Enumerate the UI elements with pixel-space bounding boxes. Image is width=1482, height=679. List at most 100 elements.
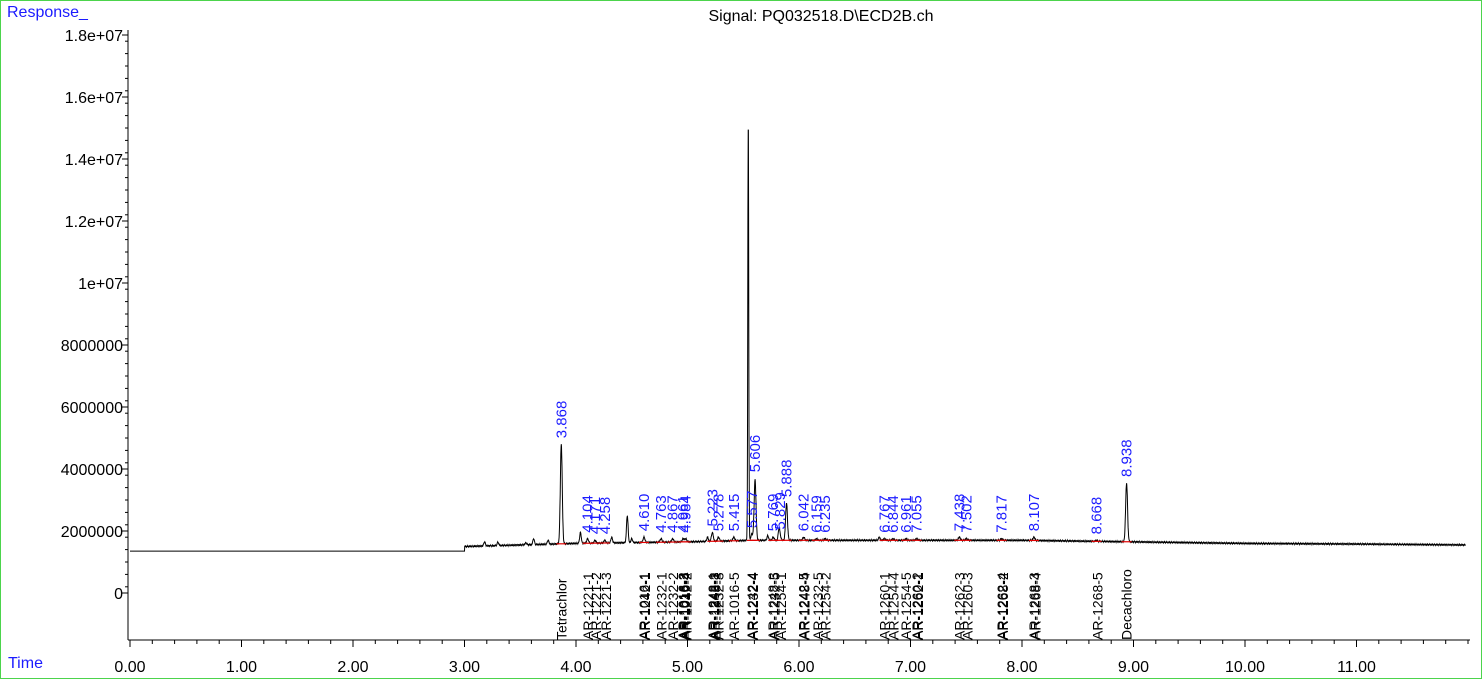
peak-retention-time-label: 6.961 [898,495,915,533]
compound-name-label: AR-1242-4 [744,572,760,640]
compound-name-label: AR-1232-3 [711,572,727,640]
compound-name-label: AR-1242-2 [678,572,694,640]
peak-retention-time-label: 4.867 [665,495,682,533]
compound-name-label: AR-1262-1 [910,572,926,640]
compound-name-label: AR-1016-2 [675,572,691,640]
compound-label-layer: Tetrachlor AR-1221-1AR-1221-2AR-1221-3 AR-… [553,569,1134,640]
peak-retention-time-label: 4.763 [653,495,670,533]
peak-retention-time-label: 4.171 [587,497,604,535]
chart-title: Signal: PQ032518.D\ECD2B.ch [708,8,934,25]
y-tick-label: 1.8e+07 [65,28,123,45]
peak-retention-time-label: 8.938 [1119,439,1136,477]
y-tick-label: 0 [114,586,123,603]
compound-name-label: AR-1260-1 [877,572,893,640]
compound-name-label: AR-1232-1 [654,572,670,640]
peak-retention-time-label: 5.606 [747,435,764,473]
peak-retention-time-label: 4.258 [597,497,614,535]
compound-name-label: AR-1232-4 [745,572,761,640]
x-tick-label: 2.00 [337,659,368,676]
peak-retention-time-label: 4.961 [675,495,692,533]
x-tick-label: 4.00 [560,659,591,676]
y-tick-label: 4000000 [61,462,123,479]
compound-name-label: AR-1016-1 [636,572,652,640]
compound-name-label: AR-1262-4 [994,572,1010,640]
peak-retention-time-label: 4.104 [580,495,597,533]
peak-retention-time-label: 5.415 [726,494,743,532]
x-axis-corner-label: Time [8,655,43,672]
peak-retention-time-label: 6.767 [877,495,894,533]
axes: 0 2000000 4000000 6000000 8000000 1e+07 1.2e+0… [61,28,1470,676]
x-tick-label: 6.00 [783,659,814,676]
compound-name-label: AR-1221-3 [598,572,614,640]
x-tick-label: 11.00 [1337,659,1376,676]
y-tick-label: 6000000 [61,400,123,417]
compound-name-label: Decachloro [1119,569,1135,640]
compound-name-label: AR-1248-4 [796,572,812,640]
compound-name-label: AR-1268-4 [1027,572,1043,640]
compound-name-label: AR-1242-3 [706,572,722,640]
peak-retention-time-label: 6.844 [885,495,902,533]
peak-retention-time-label: 7.438 [951,494,968,532]
x-tick-label: 9.00 [1118,659,1149,676]
compound-name-label: AR-1221-2 [588,572,604,640]
compound-name-label: AR-1268-3 [1026,572,1042,640]
compound-name-label: AR-1268-5 [1090,572,1106,640]
compound-name-label: AR-1254-2 [818,572,834,640]
trace-layer [130,129,1466,552]
peak-retention-time-label: 5.577 [744,491,761,529]
peak-retention-time-label: 3.868 [553,401,570,439]
x-tick-label: 10.00 [1225,659,1265,676]
baseline-marker-layer [556,539,1132,545]
peak-retention-time-label: 4.610 [636,494,653,532]
compound-name-label: AR-1221-1 [580,572,596,640]
compound-name-label: AR-1248-2 [707,572,723,640]
compound-name-label: AR-1268-2 [995,572,1011,640]
x-tick-label: 1.00 [226,659,257,676]
peak-retention-time-label: 5.888 [779,460,796,498]
compound-name-label: AR-1016-5 [726,572,742,640]
y-tick-label: 1.6e+07 [65,90,123,107]
compound-name-label: AR-1232-2 [665,572,681,640]
compound-name-label: Tetrachlor [553,578,569,640]
compound-name-label: AR-1248-3 [765,572,781,640]
peak-retention-time-label: 4.984 [678,495,695,533]
peak-retention-time-label: 5.278 [710,494,727,532]
compound-name-label: AR-1232-5 [766,572,782,640]
x-tick-label: 8.00 [1006,659,1037,676]
compound-name-label: AR-1262-3 [951,572,967,640]
y-tick-label: 1e+07 [78,276,123,293]
compound-name-label: AR-1254-4 [886,572,902,640]
y-axis-corner-label: Response_ [7,4,88,21]
x-tick-label: 3.00 [449,659,480,676]
y-tick-label: 1.4e+07 [65,152,123,169]
compound-name-label: AR-1248-1 [705,572,721,640]
compound-name-label: AR-1016-3 [676,572,692,640]
peak-retention-time-label: 6.042 [796,494,813,532]
peak-retention-time-label: 7.502 [958,495,975,533]
peak-retention-time-label: 5.829 [772,492,789,530]
peak-retention-time-label: 8.107 [1026,494,1043,532]
peak-retention-time-label: 7.817 [994,495,1011,533]
x-tick-label: 0.00 [114,659,145,676]
peak-retention-time-label: 5.769 [765,494,782,532]
x-tick-label: 7.00 [895,659,926,676]
peak-retention-time-label: 8.668 [1088,497,1105,535]
compound-name-label: AR-1260-3 [959,572,975,640]
compound-name-label: AR-1254-5 [898,572,914,640]
y-tick-label: 2000000 [61,524,123,541]
peak-retention-time-label: 6.159 [809,495,826,533]
compound-name-label: AR-1242-5 [795,572,811,640]
chromatogram-trace [130,129,1466,552]
peak-retention-time-label: 6.235 [817,495,834,533]
compound-name-label: AR-1254-1 [773,572,789,640]
compound-name-label: AR-1242-1 [637,572,653,640]
peak-retention-time-label: 7.055 [909,495,926,533]
x-tick-label: 5.00 [672,659,703,676]
peak-retention-time-label: 5.223 [704,489,721,527]
compound-name-label: AR-1260-2 [909,572,925,640]
y-tick-label: 1.2e+07 [65,214,123,231]
y-tick-label: 8000000 [61,338,123,355]
compound-name-label: AR-1016-4 [677,572,693,640]
